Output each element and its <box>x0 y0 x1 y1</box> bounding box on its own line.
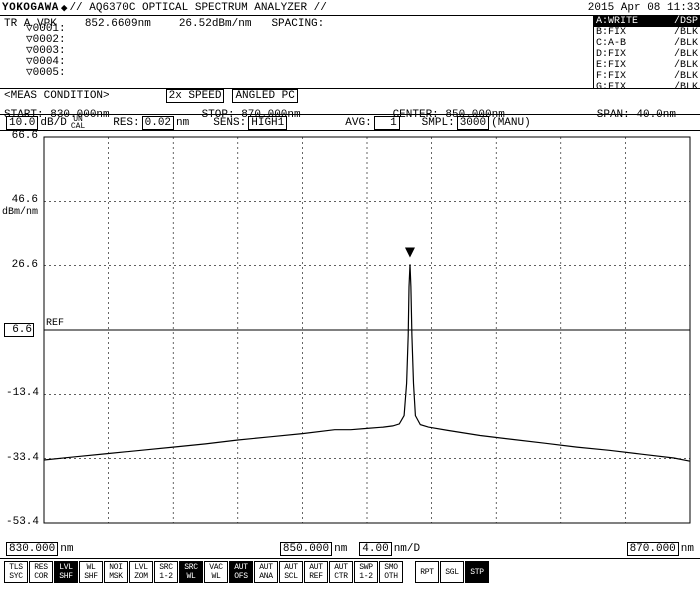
softkey-smooth[interactable]: SMOOTH <box>379 561 403 583</box>
trace-mode: D:FIX <box>594 49 646 60</box>
uncal-badge: UNCAL <box>71 116 85 130</box>
xstart-val[interactable]: 830.000 <box>6 542 58 556</box>
smpl-val[interactable]: 3000 <box>457 116 489 130</box>
trace-mode: F:FIX <box>594 71 646 82</box>
xdiv-u: nm/D <box>394 543 420 555</box>
trace-row[interactable]: D:FIX/BLK <box>594 49 700 60</box>
softkey-autscl[interactable]: AUTSCL <box>279 561 303 583</box>
x-axis-row: 830.000nm 850.000nm 4.00nm/D 870.000nm <box>0 540 700 558</box>
marker-list: ▽0001:▽0002:▽0003:▽0004:▽0005: <box>26 24 589 79</box>
xstop-val[interactable]: 870.000 <box>627 542 679 556</box>
meas-condition-head: <MEAS CONDITION> <box>4 90 110 102</box>
marker-slot: ▽0001: <box>26 24 589 35</box>
model-label: // AQ6370C OPTICAL SPECTRUM ANALYZER // <box>69 2 326 14</box>
softkey-rpt[interactable]: RPT <box>415 561 439 583</box>
softkey-swp1-2[interactable]: SWP1-2 <box>354 561 378 583</box>
dbdiv-unit: dB/D <box>40 117 66 129</box>
softkey-row: TLSSYCRESCORLVLSHFWLSHFNOIMSKLVLZOMSRC1-… <box>0 558 700 586</box>
info-row: TR A VPK 852.6609nm 26.52dBm/nm SPACING:… <box>0 16 700 88</box>
xcenter-u: nm <box>334 543 347 555</box>
trace-mode: E:FIX <box>594 60 646 71</box>
softkey-stp[interactable]: STP <box>465 561 489 583</box>
y-tick-label: -33.4 <box>6 452 38 464</box>
softkey-autref[interactable]: AUTREF <box>304 561 328 583</box>
softkey-rescor[interactable]: RESCOR <box>29 561 53 583</box>
smpl-paren: (MANU) <box>491 117 531 129</box>
trace-disp: /BLK <box>646 49 700 60</box>
trace-disp: /BLK <box>646 71 700 82</box>
trace-disp: /DSP <box>646 16 700 27</box>
softkey-autana[interactable]: AUTANA <box>254 561 278 583</box>
spectrum-plot[interactable]: 66.6 46.6dBm/nm 26.6 6.6 REF -13.4 -33.4 -53.4 <box>0 130 700 540</box>
trace-mode: A:WRITE <box>594 16 646 27</box>
res-l: RES: <box>113 117 139 129</box>
trace-row[interactable]: F:FIX/BLK <box>594 71 700 82</box>
avg-val[interactable]: 1 <box>374 116 400 130</box>
trace-row[interactable]: C:A-B/BLK <box>594 38 700 49</box>
span-val: 40.0nm <box>636 109 676 121</box>
y-tick-label: 46.6 <box>6 194 38 206</box>
marker-slot: ▽0003: <box>26 46 589 57</box>
brand-label: YOKOGAWA <box>2 2 59 14</box>
y-tick-label: -13.4 <box>6 387 38 399</box>
avg-l: AVG: <box>345 117 371 129</box>
meas-condition-row: <MEAS CONDITION> 2x SPEED ANGLED PC STAR… <box>0 88 700 114</box>
trace-disp: /BLK <box>646 38 700 49</box>
smpl-l: SMPL: <box>422 117 455 129</box>
dbdiv-val[interactable]: 10.0 <box>6 116 38 130</box>
y-tick-label: -53.4 <box>6 516 38 528</box>
speed-badge: 2x SPEED <box>166 89 225 103</box>
res-val[interactable]: 0.02 <box>142 116 174 130</box>
y-tick-label: 26.6 <box>6 259 38 271</box>
marker-slot: ▽0004: <box>26 57 589 68</box>
marker-slot: ▽0002: <box>26 35 589 46</box>
softkey-lvlshf[interactable]: LVLSHF <box>54 561 78 583</box>
ref-text: REF <box>46 318 64 329</box>
marker-slot: ▽0005: <box>26 68 589 79</box>
trace-disp: /BLK <box>646 27 700 38</box>
pc-badge: ANGLED PC <box>232 89 297 103</box>
y-tick-label: 66.6 <box>6 130 38 142</box>
trace-mode: B:FIX <box>594 27 646 38</box>
trace-row[interactable]: A:WRITE/DSP <box>594 16 700 27</box>
res-u: nm <box>176 117 189 129</box>
span-l: SPAN: <box>597 109 630 121</box>
softkey-autctr[interactable]: AUTCTR <box>329 561 353 583</box>
trace-row[interactable]: B:FIX/BLK <box>594 27 700 38</box>
softkey-tlssyc[interactable]: TLSSYC <box>4 561 28 583</box>
sens-val[interactable]: HIGH1 <box>248 116 287 130</box>
sens-l: SENS: <box>213 117 246 129</box>
softkey-sgl[interactable]: SGL <box>440 561 464 583</box>
xstart-u: nm <box>60 543 73 555</box>
softkey-noimsk[interactable]: NOIMSK <box>104 561 128 583</box>
plot-svg <box>0 131 700 541</box>
trace-table: A:WRITE/DSPB:FIX/BLKC:A-B/BLKD:FIX/BLKE:… <box>594 16 700 93</box>
softkey-lvlzom[interactable]: LVLZOM <box>129 561 153 583</box>
title-bar: YOKOGAWA ◆ // AQ6370C OPTICAL SPECTRUM A… <box>0 0 700 16</box>
ref-level-label[interactable]: 6.6 <box>4 323 34 337</box>
trace-row[interactable]: E:FIX/BLK <box>594 60 700 71</box>
y-axis-unit: dBm/nm <box>2 207 38 218</box>
trace-disp: /BLK <box>646 60 700 71</box>
softkey-srcwl[interactable]: SRCWL <box>179 561 203 583</box>
xstop-u: nm <box>681 543 694 555</box>
softkey-autofs[interactable]: AUTOFS <box>229 561 253 583</box>
softkey-src1-2[interactable]: SRC1-2 <box>154 561 178 583</box>
xcenter-val[interactable]: 850.000 <box>280 542 332 556</box>
diamond-icon: ◆ <box>61 1 68 15</box>
datetime-label: 2015 Apr 08 11:33 <box>588 2 700 14</box>
trace-mode: C:A-B <box>594 38 646 49</box>
xdiv-val[interactable]: 4.00 <box>359 542 391 556</box>
softkey-vacwl[interactable]: VACWL <box>204 561 228 583</box>
softkey-wlshf[interactable]: WLSHF <box>79 561 103 583</box>
